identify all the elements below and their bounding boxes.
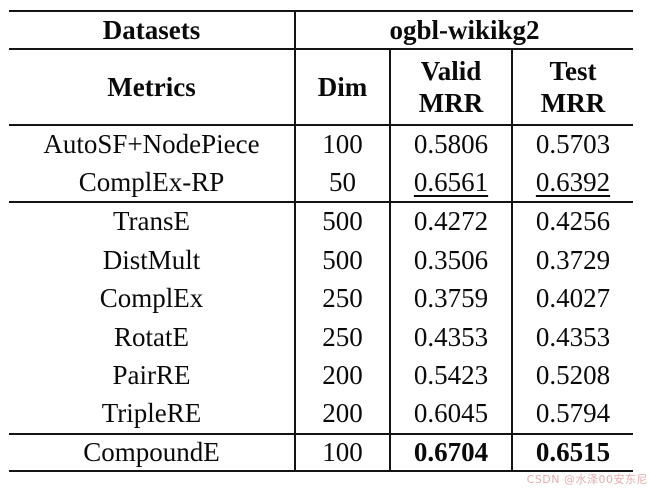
model-cell: ComplEx-RP xyxy=(9,163,295,204)
valid-mrr-cell: 0.4272 xyxy=(389,202,512,241)
model-cell: ComplEx xyxy=(99,283,204,314)
model-cell: DistMult xyxy=(102,244,201,275)
test-mrr-cell: 0.4353 xyxy=(510,317,634,357)
header-row-metrics: Metrics Dim Valid MRR Test MRR xyxy=(9,49,634,126)
second-best-value: 0.6561 xyxy=(413,166,489,197)
table-row: CompoundE 100 0.6704 0.6515 xyxy=(9,433,634,471)
model-cell: CompoundE xyxy=(83,436,220,467)
dataset-name-header: ogbl-wikikg2 xyxy=(293,11,634,50)
dim-cell: 100 xyxy=(294,433,390,471)
table-row: RotatE 250 0.4353 0.4353 xyxy=(9,317,634,357)
model-cell: TripleRE xyxy=(9,395,295,435)
test-mrr-cell: 0.3729 xyxy=(510,240,634,280)
valid-mrr-cell: 0.4353 xyxy=(389,317,512,357)
table-row: PairRE 200 0.5423 0.5208 xyxy=(9,356,634,396)
model-cell: RotatE xyxy=(114,321,189,352)
test-mrr-cell: 0.6515 xyxy=(510,433,634,471)
table-row: TransE 500 0.4272 0.4256 xyxy=(9,202,634,241)
results-table: Datasets ogbl-wikikg2 Metrics Dim Valid … xyxy=(9,10,634,472)
test-mrr-cell: 0.6392 xyxy=(510,163,634,204)
model-cell: TransE xyxy=(112,206,191,237)
dim-cell: 200 xyxy=(294,395,390,435)
model-cell: PairRE xyxy=(112,360,191,391)
test-mrr-header: Test MRR xyxy=(510,49,634,126)
table-row: AutoSF+NodePiece 100 0.5806 0.5703 xyxy=(9,125,634,164)
dim-header: Dim xyxy=(294,49,390,126)
csdn-watermark: CSDN @水泽00安东尼 xyxy=(526,473,648,486)
datasets-header: Datasets xyxy=(9,11,295,50)
dim-cell: 500 xyxy=(294,240,390,280)
test-mrr-cell: 0.5794 xyxy=(510,395,634,435)
test-mrr-cell: 0.5703 xyxy=(510,125,634,164)
valid-mrr-cell: 0.5423 xyxy=(389,356,512,396)
table-row: ComplEx-RP 50 0.6561 0.6392 xyxy=(9,163,634,204)
valid-mrr-cell: 0.6561 xyxy=(389,163,512,204)
table-row: DistMult 500 0.3506 0.3729 xyxy=(9,240,634,280)
metrics-header: Metrics xyxy=(9,49,295,126)
test-mrr-cell: 0.4027 xyxy=(510,279,634,318)
test-mrr-cell: 0.4256 xyxy=(510,202,634,241)
valid-mrr-cell: 0.5806 xyxy=(389,125,512,164)
dim-cell: 200 xyxy=(294,356,390,396)
dim-cell: 100 xyxy=(294,125,390,164)
valid-mrr-header: Valid MRR xyxy=(389,49,512,126)
table-row: ComplEx 250 0.3759 0.4027 xyxy=(9,279,634,318)
test-mrr-cell: 0.5208 xyxy=(510,356,634,396)
valid-mrr-cell: 0.6704 xyxy=(389,433,512,471)
table-row: TripleRE 200 0.6045 0.5794 xyxy=(9,395,634,435)
valid-mrr-cell: 0.3759 xyxy=(389,279,512,318)
dim-cell: 50 xyxy=(294,163,390,204)
model-cell: AutoSF+NodePiece xyxy=(43,129,260,160)
second-best-value: 0.6392 xyxy=(535,166,611,197)
dim-cell: 250 xyxy=(294,279,390,318)
header-row-datasets: Datasets ogbl-wikikg2 xyxy=(9,11,634,50)
valid-mrr-cell: 0.6045 xyxy=(389,395,512,435)
dim-cell: 250 xyxy=(294,317,390,357)
dim-cell: 500 xyxy=(294,202,390,241)
valid-mrr-cell: 0.3506 xyxy=(389,240,512,280)
